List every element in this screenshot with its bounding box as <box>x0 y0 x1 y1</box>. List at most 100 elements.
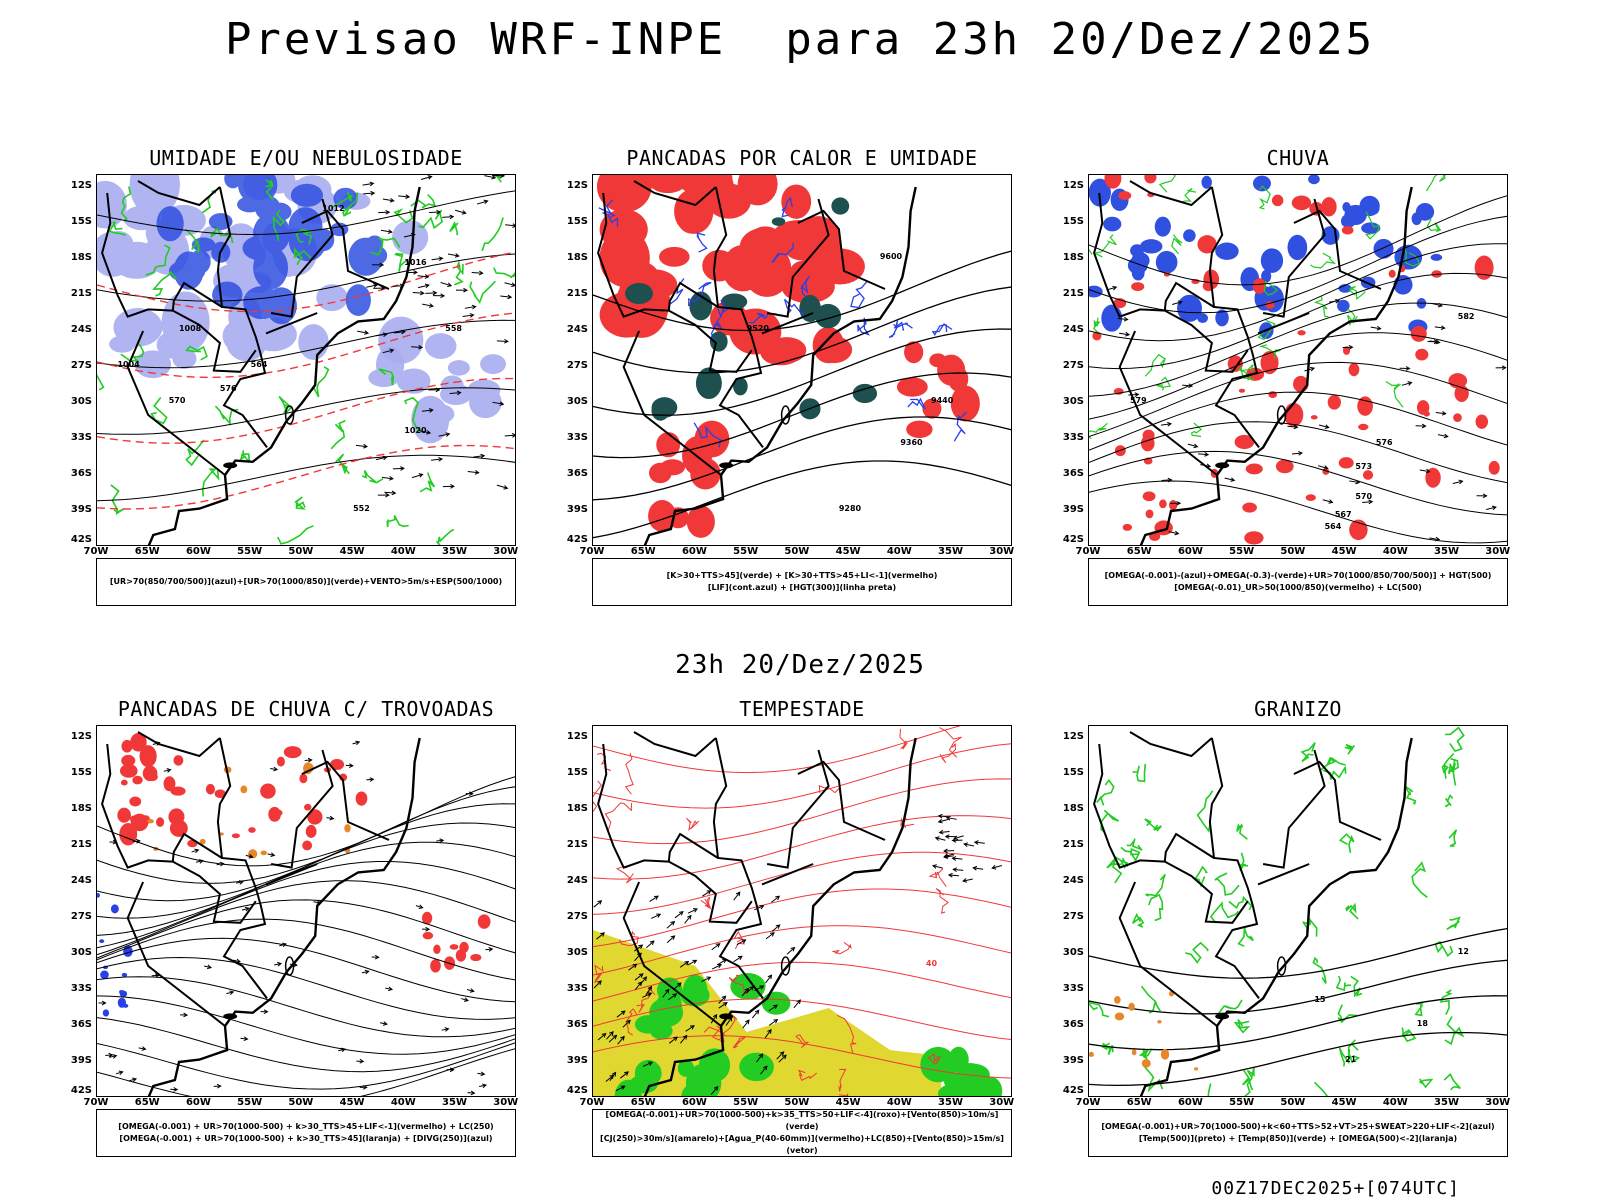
temp850-green-line <box>1214 872 1240 896</box>
wind-arrow <box>392 467 404 470</box>
wind-arrow <box>711 964 722 970</box>
lon-tick-label: 40W <box>390 1097 416 1108</box>
wind-arrow <box>438 433 450 437</box>
isobars <box>97 190 515 502</box>
wind-arrow <box>466 988 474 992</box>
hgt500-line <box>1089 272 1507 370</box>
instability-red-cell <box>795 216 842 269</box>
rh-green-contours-line <box>265 179 274 201</box>
estuary <box>719 1013 734 1020</box>
wind-arrowhead <box>744 987 749 993</box>
rain-red-cell <box>1291 195 1312 211</box>
lat-tick-label: 30S <box>566 396 588 407</box>
rain-red-cell <box>1475 414 1489 429</box>
humidity-lavender-east-cell <box>467 379 501 401</box>
main-title: Previsao WRF-INPE para 23h 20/Dez/2025 <box>224 14 1376 65</box>
wind-arrow <box>270 767 278 771</box>
lat-tick-label: 42S <box>1062 1085 1084 1096</box>
temp850-green-line <box>1196 790 1214 833</box>
wind-arrowhead <box>779 1051 785 1056</box>
border-line <box>1293 760 1382 841</box>
wind-arrowhead <box>620 1035 625 1041</box>
rain-red-cell <box>1321 197 1337 217</box>
wind-arrow <box>361 970 369 974</box>
wind-arrowhead <box>945 815 951 821</box>
lifted-index-blue-line <box>696 232 708 253</box>
border-line <box>712 737 764 1000</box>
wind-arrowhead <box>463 287 468 293</box>
thunder-red-cell <box>231 833 240 839</box>
lat-tick-label: 33S <box>1062 432 1084 443</box>
temp850-green-line <box>1237 927 1254 947</box>
wind-arrowhead <box>499 401 505 406</box>
legend-line-1: [K>30+TTS>45](verde) + [K>30+TTS>45+LI<-… <box>666 571 938 580</box>
temp850-green-line <box>1448 829 1458 847</box>
contour-label: 576 <box>1376 438 1393 447</box>
thunder-red-cell <box>121 754 136 767</box>
streamlines-line <box>97 956 515 1020</box>
rain-red-cell <box>1118 191 1132 200</box>
temp850-green-line <box>1347 1039 1361 1064</box>
map-base <box>101 180 421 545</box>
temp850-green-line <box>1089 1001 1110 1018</box>
lat-tick-label: 42S <box>566 1085 588 1096</box>
thunder-red-east-cell <box>449 944 459 950</box>
thunder-red-cell <box>119 822 138 846</box>
wind-arrowhead <box>428 408 434 413</box>
omega-blue-cell <box>1177 294 1203 322</box>
instability-teal-cell <box>695 367 722 400</box>
rh-green-contours-line <box>278 395 294 414</box>
thunder-red-cell <box>117 807 131 823</box>
streamlines-red-line <box>593 726 961 774</box>
rh-green-contours-line <box>145 244 171 277</box>
temp850-green-line <box>1345 902 1359 920</box>
lat-tick-label: 30S <box>1062 396 1084 407</box>
temp850-green-line <box>1338 832 1355 854</box>
contour-label: 1012 <box>322 204 344 213</box>
wind-arrowhead <box>648 1061 654 1066</box>
wind-arrowhead <box>943 848 948 854</box>
wind-arrowhead <box>419 290 425 296</box>
wind850-green-cell <box>629 1075 658 1094</box>
wind-arrowhead <box>373 283 379 288</box>
humidity-lavender-cell <box>316 284 348 312</box>
wind-arrow <box>1362 501 1373 504</box>
wind-arrowhead <box>597 900 603 905</box>
wind-arrowhead <box>194 848 200 854</box>
lon-tick-label: 65W <box>134 1097 160 1108</box>
temp850-green-line <box>1194 865 1208 888</box>
temp850-green-line <box>1145 873 1166 897</box>
omega500-orange-cell <box>1089 1051 1094 1057</box>
omega500-orange <box>1089 990 1199 1071</box>
lat-tick-label: 39S <box>1062 1055 1084 1066</box>
wind-arrowhead <box>937 813 943 819</box>
wind-arrow <box>609 1072 616 1082</box>
wind-arrow <box>393 331 405 334</box>
wind-arrow <box>745 986 754 994</box>
border-line <box>761 312 814 335</box>
lat-tick-label: 27S <box>70 360 92 371</box>
rain-red-cell <box>1423 411 1430 417</box>
instability-teal-cell <box>733 377 748 396</box>
border-line <box>797 760 886 841</box>
wind-arrow <box>685 1025 695 1032</box>
streamlines-line <box>97 786 515 884</box>
wind-arrow <box>736 939 746 946</box>
omega500-orange-cell <box>1141 1059 1151 1068</box>
wind-arrow <box>504 434 515 437</box>
humidity-lavender-east <box>368 333 507 444</box>
omega500-orange-cell <box>1114 995 1121 1004</box>
wind-arrowhead <box>511 433 515 438</box>
wind-arrowhead <box>1405 366 1411 371</box>
wind-arrowhead <box>456 390 462 396</box>
contour-label: 9600 <box>880 252 903 261</box>
wind-arrowhead <box>363 443 368 449</box>
estuary <box>223 1013 238 1020</box>
thunder-red-cell <box>119 764 138 778</box>
lat-tick-label: 24S <box>1062 875 1084 886</box>
temp850-green-line <box>1444 794 1454 808</box>
humidity-blue-cell <box>173 251 204 290</box>
wind-arrow <box>1370 326 1381 330</box>
lifted-index-blue-line <box>598 199 616 218</box>
instability-red-cell <box>659 246 690 267</box>
